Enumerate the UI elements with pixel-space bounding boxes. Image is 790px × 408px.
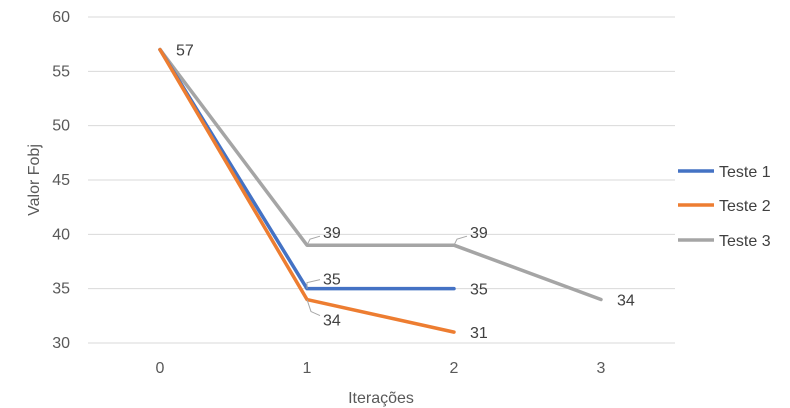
data-label-leader-1_34 bbox=[306, 299, 321, 316]
series-lines bbox=[158, 47, 603, 334]
data-label-2_39: 39 bbox=[470, 225, 488, 242]
x-axis-title: Iterações bbox=[348, 390, 414, 407]
legend-label-teste-1: Teste 1 bbox=[719, 164, 771, 181]
y-axis-title: Valor Fobj bbox=[26, 144, 43, 216]
y-tick-label-30: 30 bbox=[52, 335, 70, 352]
data-label-leader-2_39 bbox=[453, 235, 468, 246]
x-tick-label-2: 2 bbox=[450, 360, 459, 377]
y-tick-label-55: 55 bbox=[52, 63, 70, 80]
data-labels: 57 39 35 34 39 35 31 34 bbox=[176, 43, 635, 343]
y-tick-label-45: 45 bbox=[52, 172, 70, 189]
series-line-teste-1 bbox=[158, 47, 456, 291]
x-tick-label-0: 0 bbox=[156, 360, 165, 377]
x-tick-label-3: 3 bbox=[597, 360, 606, 377]
data-label-0_57: 57 bbox=[176, 43, 194, 60]
y-tick-label-35: 35 bbox=[52, 281, 70, 298]
data-label-1_35: 35 bbox=[323, 272, 341, 289]
legend: Teste 1 Teste 2 Teste 3 bbox=[678, 164, 771, 250]
x-tick-label-1: 1 bbox=[303, 360, 312, 377]
gridlines bbox=[88, 16, 675, 344]
y-tick-label-40: 40 bbox=[52, 226, 70, 243]
data-label-leader-1_39 bbox=[306, 235, 321, 246]
data-label-2_31: 31 bbox=[470, 325, 488, 342]
legend-label-teste-3: Teste 3 bbox=[719, 233, 771, 250]
data-label-3_34: 34 bbox=[617, 293, 635, 310]
data-label-1_34: 34 bbox=[323, 313, 341, 330]
y-tick-label-60: 60 bbox=[52, 9, 70, 26]
y-tick-label-50: 50 bbox=[52, 118, 70, 135]
x-axis-ticks: 0 1 2 3 bbox=[156, 360, 606, 377]
data-label-leader-1_35 bbox=[306, 279, 321, 289]
series-line-teste-3 bbox=[158, 47, 603, 302]
data-label-2_35: 35 bbox=[470, 282, 488, 299]
y-axis-ticks: 30 35 40 45 50 55 60 bbox=[52, 9, 70, 352]
data-label-1_39: 39 bbox=[323, 225, 341, 242]
legend-label-teste-2: Teste 2 bbox=[719, 198, 771, 215]
